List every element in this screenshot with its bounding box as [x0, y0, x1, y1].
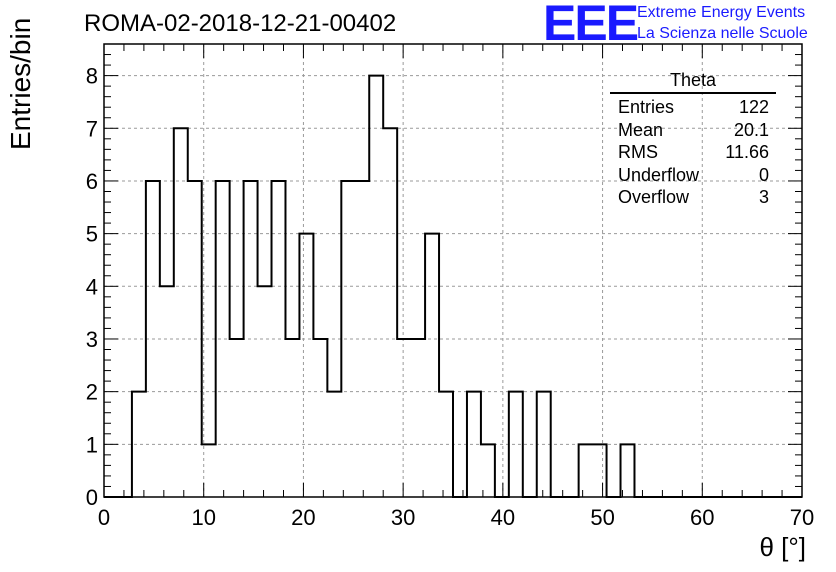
x-tick-label: 70: [790, 505, 814, 530]
x-tick-label: 40: [491, 505, 515, 530]
y-tick-label: 0: [86, 485, 98, 510]
stats-row-underflow: Underflow 0: [610, 164, 776, 187]
histogram-bin: [341, 181, 355, 497]
eee-logo: EEE: [543, 0, 639, 51]
chart-title: ROMA-02-2018-12-21-00402: [84, 10, 397, 37]
x-tick-label: 0: [98, 505, 110, 530]
histogram-bin: [160, 286, 174, 497]
histogram-bin: [132, 392, 146, 497]
logo-line-1: Extreme Energy Events: [637, 4, 806, 21]
x-tick-label: 20: [291, 505, 315, 530]
histogram-bin: [383, 128, 397, 497]
histogram-bin: [244, 181, 258, 497]
stats-label: Mean: [618, 119, 664, 140]
stats-value: 0: [758, 164, 769, 185]
stats-value: 3: [758, 187, 769, 207]
histogram-bin: [467, 392, 481, 497]
stats-row-rms: RMS 11.66: [610, 141, 776, 164]
histogram-bin: [146, 181, 160, 497]
stats-label: Entries: [618, 97, 675, 117]
stats-title: Theta: [610, 70, 776, 94]
histogram-bin: [369, 76, 383, 497]
y-tick-label: 4: [86, 274, 98, 299]
x-tick-label: 60: [690, 505, 714, 530]
histogram-bin: [621, 444, 635, 497]
histogram-bin: [313, 339, 327, 497]
histogram-bin: [327, 392, 341, 497]
histogram-bin: [425, 234, 439, 497]
histogram-bin: [216, 181, 230, 497]
histogram-bin: [230, 339, 244, 497]
histogram-bin: [397, 339, 411, 497]
stats-value: 11.66: [725, 142, 769, 162]
histogram-bin: [439, 392, 453, 497]
histogram-bin: [579, 444, 593, 497]
plot-frame: [103, 43, 803, 498]
y-tick-label: 2: [86, 380, 98, 405]
stats-box: Theta Entries 122 Mean 20.1 RMS 11.66 Un…: [610, 70, 776, 209]
y-tick-label: 5: [86, 222, 98, 247]
histogram-bin: [411, 339, 425, 497]
stats-row-overflow: Overflow 3: [610, 186, 776, 209]
stats-label: Overflow: [618, 187, 690, 207]
x-tick-label: 50: [590, 505, 614, 530]
y-tick-label: 8: [86, 64, 98, 89]
histogram-outline: [104, 74, 802, 498]
x-axis-label: θ [°]: [759, 532, 806, 562]
histogram-bin: [537, 392, 551, 497]
stats-row-entries: Entries 122: [610, 96, 776, 119]
y-tick-label: 3: [86, 327, 98, 352]
histogram-bin: [285, 339, 299, 497]
y-tick-label: 6: [86, 169, 98, 194]
stats-label: Underflow: [618, 164, 700, 185]
histogram-bin: [299, 234, 313, 497]
histogram-bin: [272, 181, 286, 497]
histogram-bin: [355, 181, 369, 497]
y-tick-label: 1: [86, 432, 98, 457]
stats-label: RMS: [618, 142, 658, 162]
stats-value: 122: [738, 97, 769, 117]
histogram-bin: [593, 444, 607, 497]
logo-line-2: La Scienza nelle Scuole: [637, 25, 808, 42]
histogram-bin: [174, 128, 188, 497]
y-axis-label: Entries/bin: [5, 17, 36, 150]
x-tick-label: 10: [191, 505, 215, 530]
histogram-bin: [481, 444, 495, 497]
histogram-bin: [258, 286, 272, 497]
histogram-bin: [509, 392, 523, 497]
histogram-bin: [188, 181, 202, 497]
y-tick-label: 7: [86, 116, 98, 141]
stats-value: 20.1: [733, 119, 769, 140]
stats-row-mean: Mean 20.1: [610, 119, 776, 142]
x-tick-label: 30: [391, 505, 415, 530]
